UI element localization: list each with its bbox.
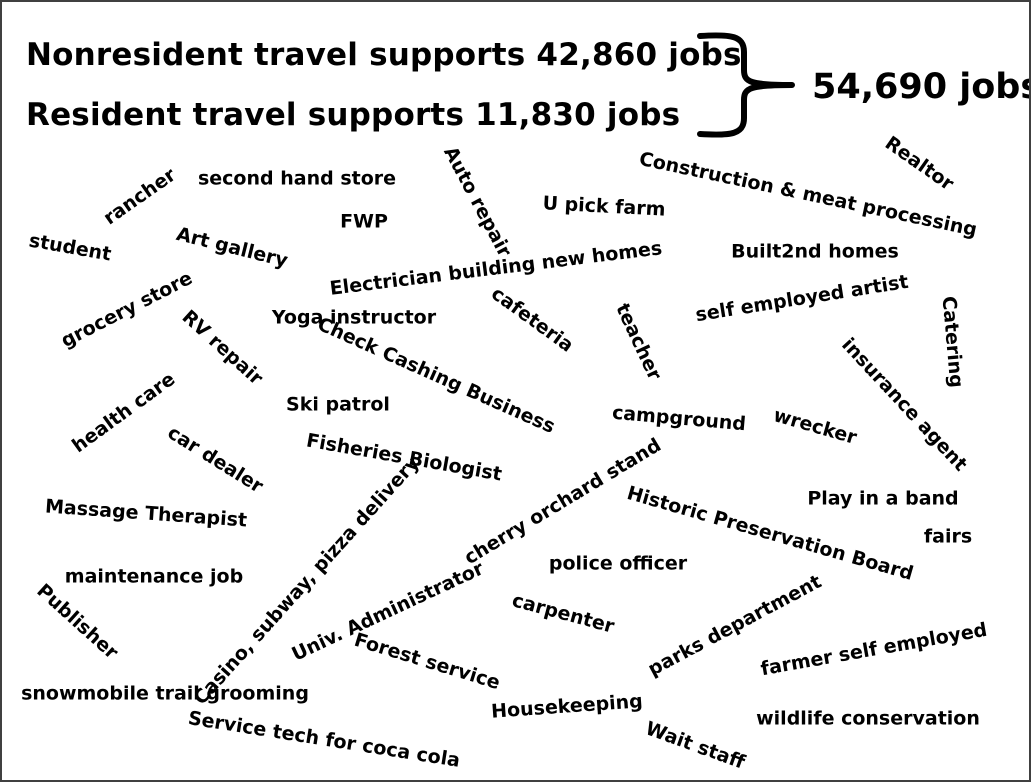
job-auto-repair: Auto repair: [439, 142, 516, 261]
job-farmer-self-employed: farmer self employed: [759, 618, 989, 681]
job-massage-therapist: Massage Therapist: [44, 495, 248, 532]
job-publisher: Publisher: [32, 579, 123, 664]
job-wildlife-conservation: wildlife conservation: [756, 707, 980, 730]
job-built-2nd-homes: Built2nd homes: [731, 240, 899, 263]
job-ski-patrol: Ski patrol: [286, 393, 390, 416]
total-jobs-label: 54,690 jobs: [812, 67, 1031, 107]
job-wait-staff: Wait staff: [642, 717, 748, 774]
resident-jobs-heading: Resident travel supports 11,830 jobs: [26, 97, 681, 133]
job-catering: Catering: [937, 295, 968, 389]
curly-brace-icon: [697, 32, 795, 138]
job-police-officer: police officer: [548, 552, 688, 575]
job-rancher: rancher: [99, 163, 180, 230]
job-yoga-instructor: Yoga instructor: [271, 306, 437, 329]
job-housekeeping: Housekeeping: [490, 690, 644, 723]
job-wrecker: wrecker: [771, 404, 860, 449]
job-u-pick-farm: U pick farm: [542, 192, 666, 221]
job-self-employed-artist: self employed artist: [693, 270, 910, 327]
job-second-hand-store: second hand store: [197, 167, 397, 190]
job-campground: campground: [611, 401, 747, 436]
job-fairs: fairs: [923, 525, 973, 548]
job-check-cashing-business: Check Cashing Business: [314, 313, 559, 438]
job-cafeteria: cafeteria: [487, 282, 578, 357]
job-student: student: [27, 229, 113, 266]
nonresident-jobs-heading: Nonresident travel supports 42,860 jobs: [26, 37, 742, 73]
job-maintenance-job: maintenance job: [64, 565, 244, 588]
job-snowmobile-trail-grooming: snowmobile trail grooming: [21, 682, 309, 705]
job-car-dealer: car dealer: [163, 421, 267, 498]
job-rv-repair: RV repair: [177, 305, 268, 390]
job-teacher: teacher: [611, 300, 666, 384]
job-play-in-a-band: Play in a band: [807, 487, 959, 510]
job-service-tech-coca-cola: Service tech for coca cola: [186, 707, 462, 772]
job-forest-service: Forest service: [351, 628, 503, 695]
job-grocery-store: grocery store: [57, 267, 197, 353]
job-carpenter: carpenter: [509, 589, 617, 638]
job-art-gallery: Art gallery: [174, 223, 291, 272]
job-realtor: Realtor: [880, 132, 958, 196]
job-fwp: FWP: [340, 210, 388, 233]
job-health-care: health care: [68, 368, 180, 458]
